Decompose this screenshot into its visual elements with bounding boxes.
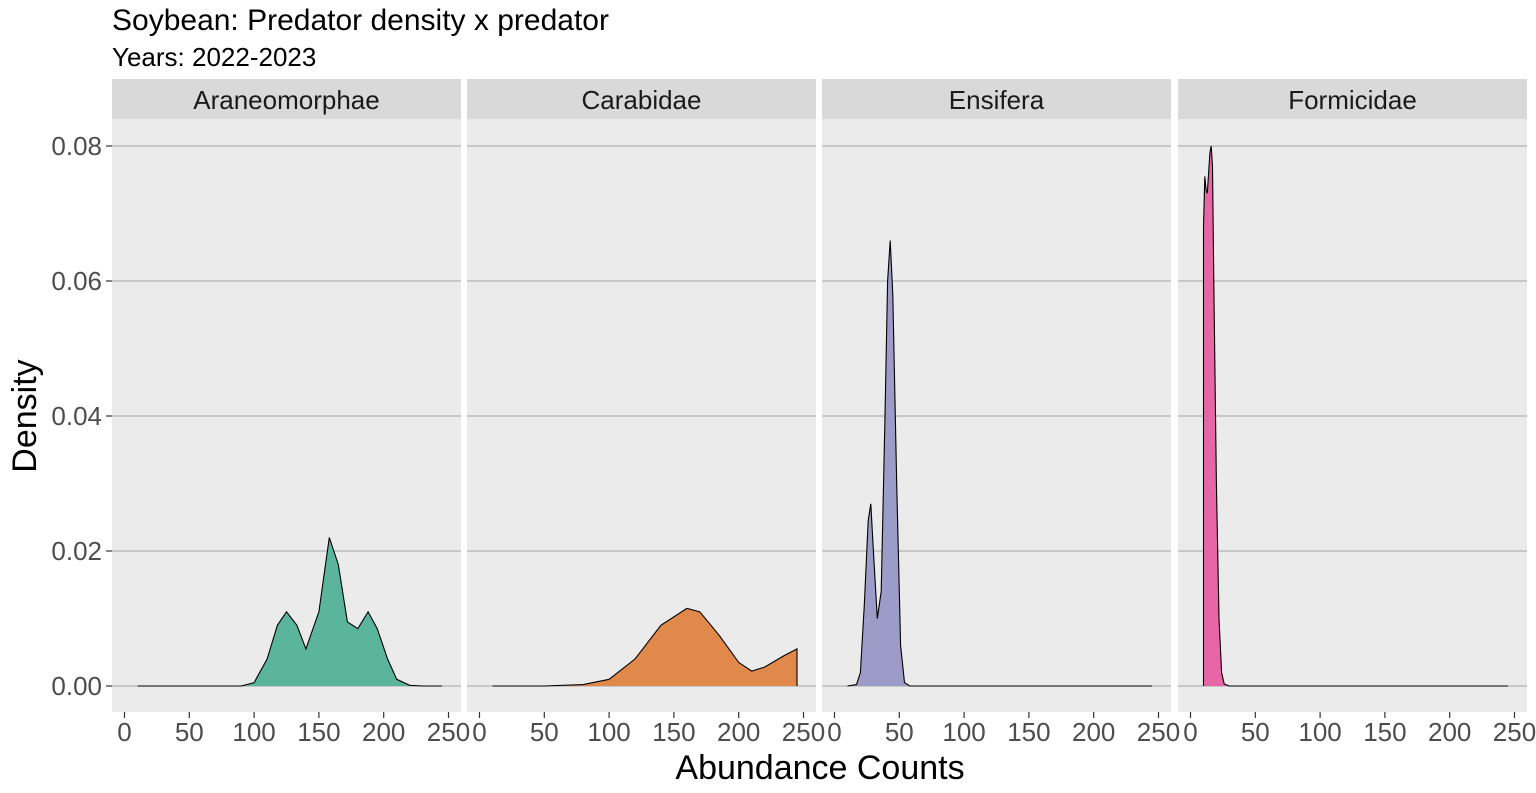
x-tick-label: 200 [362, 717, 405, 747]
x-tick-label: 100 [232, 717, 275, 747]
x-tick-label: 200 [717, 717, 760, 747]
x-tick-label: 100 [942, 717, 985, 747]
facet-panels: Araneomorphae 0 50 100 150 200 250 Carabidae 0 50… [112, 79, 1536, 747]
x-tick-label: 50 [175, 717, 204, 747]
x-tick-label: 250 [782, 717, 825, 747]
x-tick-label: 150 [1363, 717, 1406, 747]
strip-label: Formicidae [1288, 85, 1417, 115]
density-area-ensifera [847, 240, 1152, 686]
strip-label: Carabidae [582, 85, 702, 115]
density-outline-araneomorphae [137, 537, 442, 687]
chart-title: Soybean: Predator density x predator [112, 4, 609, 37]
x-tick-label: 100 [1298, 717, 1341, 747]
x-tick-label: 200 [1072, 717, 1115, 747]
x-tick-label: 50 [530, 717, 559, 747]
x-tick-label: 250 [1493, 717, 1536, 747]
y-axis-title: Density [6, 359, 44, 472]
panel-formicidae: Formicidae 0 50 100 150 200 250 [1178, 79, 1536, 747]
panel-carabidae: Carabidae 0 50 100 150 200 250 [467, 79, 825, 747]
density-outline-carabidae [492, 607, 798, 687]
density-outline-ensifera [847, 240, 1152, 687]
y-tick-label: 0.00 [51, 671, 102, 701]
strip-label: Ensifera [949, 85, 1045, 115]
y-axis: 0.00 0.02 0.04 0.06 0.08 [51, 131, 112, 701]
x-tick-label: 50 [1241, 717, 1270, 747]
x-tick-label: 250 [427, 717, 470, 747]
y-tick-label: 0.06 [51, 266, 102, 296]
strip-header [1178, 79, 1527, 119]
x-tick-label: 250 [1137, 717, 1180, 747]
y-tick-label: 0.08 [51, 131, 102, 161]
x-tick-label: 150 [652, 717, 695, 747]
panel-ensifera: Ensifera 0 50 100 150 200 250 [822, 79, 1180, 747]
x-tick-label: 150 [1007, 717, 1050, 747]
density-outline-formicidae [1202, 145, 1508, 687]
x-tick-label: 0 [1183, 717, 1197, 747]
x-tick-label: 150 [297, 717, 340, 747]
density-area-araneomorphae [137, 537, 442, 686]
panel-araneomorphae: Araneomorphae 0 50 100 150 200 250 [112, 79, 470, 747]
x-tick-label: 50 [885, 717, 914, 747]
x-tick-label: 0 [827, 717, 841, 747]
x-tick-label: 200 [1428, 717, 1471, 747]
chart-subtitle: Years: 2022-2023 [112, 42, 316, 72]
strip-header [467, 79, 816, 119]
x-tick-label: 0 [472, 717, 486, 747]
strip-header [822, 79, 1171, 119]
y-tick-label: 0.02 [51, 536, 102, 566]
y-tick-label: 0.04 [51, 401, 102, 431]
x-tick-label: 0 [117, 717, 131, 747]
x-tick-label: 100 [587, 717, 630, 747]
strip-label: Araneomorphae [193, 85, 379, 115]
strip-header [112, 79, 461, 119]
x-axis-title: Abundance Counts [675, 749, 964, 787]
